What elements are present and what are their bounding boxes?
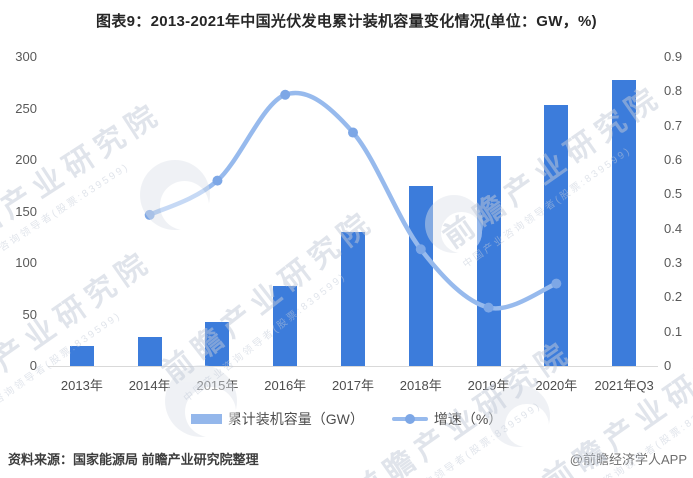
x-axis-label: 2019年 bbox=[467, 378, 510, 393]
bar-2015年 bbox=[205, 321, 230, 366]
right-axis-tick-label: 0.7 bbox=[664, 117, 683, 133]
bar-2021年Q3 bbox=[612, 79, 637, 366]
line-marker bbox=[144, 209, 155, 220]
line-marker bbox=[280, 89, 291, 100]
x-axis-label: 2016年 bbox=[264, 378, 307, 393]
legend: 累计装机容量（GW） 增速（%） bbox=[0, 409, 693, 429]
right-axis-tick-label: 0.8 bbox=[664, 83, 683, 99]
left-axis-tick-label: 100 bbox=[15, 255, 37, 270]
line-series-marker bbox=[404, 414, 415, 424]
left-axis-tick-label: 200 bbox=[15, 152, 37, 167]
legend-item-growth: 增速（%） bbox=[391, 409, 503, 429]
bar-2014年 bbox=[137, 337, 162, 366]
bar-2020年 bbox=[544, 105, 569, 366]
line-marker bbox=[348, 127, 358, 138]
x-axis-label: 2018年 bbox=[399, 378, 442, 393]
left-axis-tick-label: 300 bbox=[15, 49, 37, 64]
left-axis-tick-label: 0 bbox=[29, 358, 37, 373]
right-axis-tick-label: 0.4 bbox=[664, 220, 683, 236]
plot-area bbox=[48, 57, 658, 366]
x-axis-line bbox=[48, 366, 658, 367]
right-axis-tick-label: 0.5 bbox=[664, 186, 683, 202]
x-axis-label: 2015年 bbox=[196, 378, 239, 393]
right-axis-tick-label: 0.1 bbox=[664, 323, 683, 339]
line-marker bbox=[212, 175, 223, 186]
left-axis-tick-label: 50 bbox=[22, 306, 37, 322]
x-axis-label: 2020年 bbox=[535, 378, 578, 393]
data-source-note: 资料来源：国家能源局 前瞻产业研究院整理 bbox=[8, 452, 259, 467]
line-series-swatch bbox=[391, 414, 428, 424]
left-axis-tick-label: 250 bbox=[15, 100, 37, 116]
x-axis-label: 2013年 bbox=[60, 378, 103, 393]
publisher-credit: @前瞻经济学人APP bbox=[569, 452, 687, 467]
right-axis-tick-label: 0.2 bbox=[664, 289, 683, 305]
chart-title: 图表9：2013-2021年中国光伏发电累计装机容量变化情况(单位：GW，%) bbox=[96, 13, 597, 30]
bar-series-label: 累计装机容量（GW） bbox=[227, 411, 364, 427]
x-axis-label: 2017年 bbox=[332, 378, 374, 393]
x-axis-label: 2014年 bbox=[128, 378, 171, 393]
right-axis-tick-label: 0.6 bbox=[664, 152, 683, 167]
line-marker bbox=[415, 244, 426, 255]
bar-2016年 bbox=[273, 286, 298, 366]
bar-2019年 bbox=[476, 155, 501, 366]
bar-2017年 bbox=[341, 231, 365, 366]
x-axis-label: 2021年Q3 bbox=[594, 378, 654, 393]
bar-series-swatch bbox=[190, 414, 222, 424]
left-axis-tick-label: 150 bbox=[15, 203, 37, 219]
right-axis-tick-label: 0 bbox=[664, 358, 672, 373]
right-axis-tick-label: 0.9 bbox=[664, 49, 683, 64]
line-series-label: 增速（%） bbox=[433, 411, 503, 427]
legend-item-capacity: 累计装机容量（GW） bbox=[190, 409, 364, 429]
growth-rate-line bbox=[144, 89, 562, 313]
line-marker bbox=[551, 278, 562, 289]
bar-2013年 bbox=[69, 346, 94, 366]
line-marker bbox=[483, 302, 494, 313]
bar-2018年 bbox=[408, 186, 433, 366]
line-path bbox=[147, 90, 559, 311]
right-axis-tick-label: 0.3 bbox=[664, 255, 683, 270]
